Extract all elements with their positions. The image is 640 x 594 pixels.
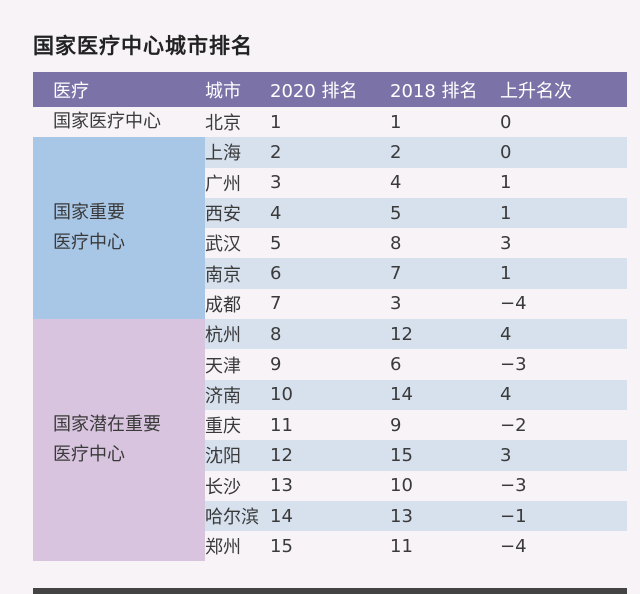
header-row: 医疗 城市 2020 排名 2018 排名 上升名次 bbox=[33, 72, 627, 107]
table-row: 广州 3 4 1 bbox=[33, 168, 627, 198]
ranking-table: 医疗 城市 2020 排名 2018 排名 上升名次 国家医疗中心 北京 1 1 0 国家… bbox=[33, 72, 627, 562]
rank-2018-cell: 7 bbox=[390, 258, 500, 289]
city-cell: 杭州 bbox=[205, 319, 270, 350]
rank-2018-cell: 10 bbox=[390, 475, 413, 497]
rank-2020-cell: 7 bbox=[270, 293, 282, 315]
rise-cell: −2 bbox=[500, 414, 527, 436]
city-cell: 济南 bbox=[205, 379, 270, 410]
rise-cell: 4 bbox=[500, 319, 627, 350]
rise-cell: −1 bbox=[500, 500, 627, 532]
table-row: 长沙 13 10 −3 bbox=[33, 471, 627, 501]
city-cell: 天津 bbox=[205, 355, 241, 377]
table-row: 国家医疗中心 北京 1 1 0 bbox=[33, 107, 627, 138]
table-row: 国家重要 医疗中心 上海 2 2 0 bbox=[33, 137, 627, 320]
category-cell: 国家医疗中心 bbox=[33, 107, 205, 138]
header-city: 城市 bbox=[205, 72, 270, 107]
city-cell: 长沙 bbox=[205, 476, 241, 498]
header-category: 医疗 bbox=[33, 72, 205, 107]
rank-2020-cell: 1 bbox=[270, 111, 282, 133]
page-title: 国家医疗中心城市排名 bbox=[33, 34, 253, 58]
city-cell: 武汉 bbox=[205, 234, 241, 256]
rank-2020-cell: 11 bbox=[270, 414, 293, 436]
header-rank-2018: 2018 排名 bbox=[390, 72, 500, 107]
rise-cell: −3 bbox=[500, 475, 527, 497]
bottom-rule bbox=[33, 588, 627, 594]
rise-cell: 0 bbox=[500, 111, 512, 133]
rank-2020-cell: 13 bbox=[270, 475, 293, 497]
table-row: 沈阳 12 15 3 bbox=[33, 440, 627, 471]
rank-2020-cell: 14 bbox=[270, 500, 390, 532]
table-row: 武汉 5 8 3 bbox=[33, 228, 627, 258]
rank-2018-cell: 5 bbox=[390, 197, 500, 229]
rank-2020-cell: 12 bbox=[270, 440, 390, 471]
rank-2018-cell: 6 bbox=[390, 354, 402, 376]
city-cell: 南京 bbox=[205, 258, 270, 289]
table-row: 西安 4 5 1 bbox=[33, 197, 627, 229]
city-cell: 重庆 bbox=[205, 416, 241, 438]
category-label: 国家医疗中心 bbox=[53, 111, 161, 133]
rank-2018-cell: 11 bbox=[390, 535, 413, 557]
rank-2020-cell: 15 bbox=[270, 535, 293, 557]
rise-cell: −3 bbox=[500, 354, 527, 376]
city-cell: 上海 bbox=[205, 137, 270, 168]
category-cell: 国家潜在重要 医疗中心 bbox=[33, 319, 205, 562]
table-row: 成都 7 3 −4 bbox=[33, 289, 627, 319]
table-row: 国家潜在重要 医疗中心 杭州 8 12 4 bbox=[33, 319, 627, 562]
category-label: 国家潜在重要 bbox=[53, 414, 161, 436]
rise-cell: 1 bbox=[500, 197, 627, 229]
city-cell: 郑州 bbox=[205, 537, 241, 559]
category-label: 国家重要 bbox=[53, 202, 125, 224]
city-cell: 沈阳 bbox=[205, 440, 270, 471]
city-cell: 西安 bbox=[205, 197, 270, 229]
rise-cell: 1 bbox=[500, 258, 627, 289]
city-cell: 北京 bbox=[205, 113, 241, 135]
rank-2020-cell: 6 bbox=[270, 258, 390, 289]
rise-cell: −4 bbox=[500, 293, 527, 315]
table-row: 南京 6 7 1 bbox=[33, 258, 627, 289]
rank-2018-cell: 9 bbox=[390, 414, 402, 436]
table-row: 济南 10 14 4 bbox=[33, 379, 627, 410]
rank-2020-cell: 3 bbox=[270, 172, 282, 194]
rise-cell: −4 bbox=[500, 535, 527, 557]
rank-2018-cell: 12 bbox=[390, 319, 500, 350]
rank-2018-cell: 8 bbox=[390, 232, 402, 254]
rise-cell: 1 bbox=[500, 172, 512, 194]
rank-2020-cell: 10 bbox=[270, 379, 390, 410]
rank-2018-cell: 2 bbox=[390, 137, 500, 168]
city-cell: 广州 bbox=[205, 173, 241, 195]
category-label: 医疗中心 bbox=[53, 232, 125, 254]
table-row: 天津 9 6 −3 bbox=[33, 349, 627, 379]
rank-2018-cell: 3 bbox=[390, 293, 402, 315]
city-cell: 哈尔滨 bbox=[205, 500, 270, 532]
rise-cell: 4 bbox=[500, 379, 627, 410]
rise-cell: 3 bbox=[500, 440, 627, 471]
table-row: 重庆 11 9 −2 bbox=[33, 410, 627, 440]
category-label: 医疗中心 bbox=[53, 444, 125, 466]
rank-2018-cell: 1 bbox=[390, 111, 402, 133]
rank-2020-cell: 4 bbox=[270, 197, 390, 229]
city-cell: 成都 bbox=[205, 294, 241, 316]
rise-cell: 3 bbox=[500, 232, 512, 254]
rank-2020-cell: 2 bbox=[270, 137, 390, 168]
header-rank-2020: 2020 排名 bbox=[270, 72, 390, 107]
header-rise: 上升名次 bbox=[500, 72, 627, 107]
rank-2018-cell: 13 bbox=[390, 500, 500, 532]
rank-2018-cell: 14 bbox=[390, 379, 500, 410]
category-cell: 国家重要 医疗中心 bbox=[33, 137, 205, 320]
rank-2018-cell: 15 bbox=[390, 440, 500, 471]
rank-2020-cell: 9 bbox=[270, 354, 282, 376]
rise-cell: 0 bbox=[500, 137, 627, 168]
table-row: 哈尔滨 14 13 −1 bbox=[33, 500, 627, 532]
rank-2020-cell: 8 bbox=[270, 319, 390, 350]
rank-2018-cell: 4 bbox=[390, 172, 402, 194]
rank-2020-cell: 5 bbox=[270, 232, 282, 254]
table-row: 郑州 15 11 −4 bbox=[33, 531, 627, 561]
